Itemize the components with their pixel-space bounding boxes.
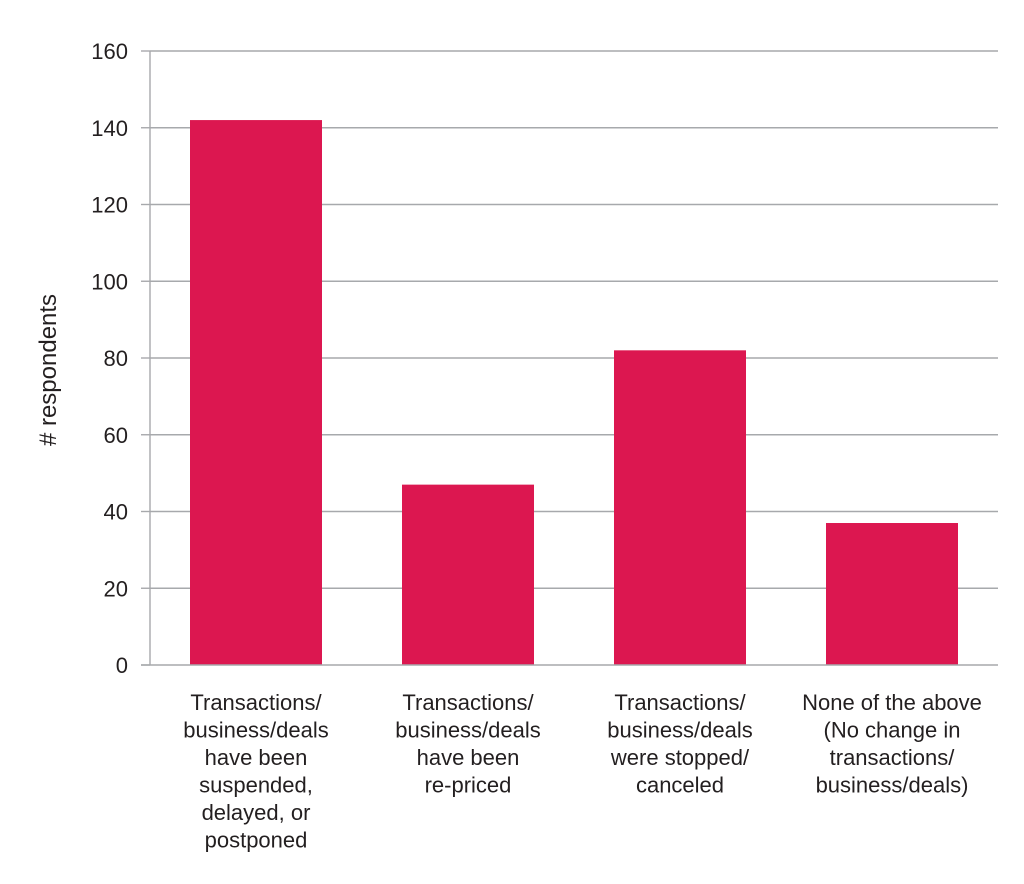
y-tick-label-100: 100 [91, 269, 128, 294]
bar-1 [190, 120, 322, 665]
x-category-label-line: have been [417, 745, 520, 770]
bar-2 [402, 484, 534, 665]
y-tick-label-80: 80 [104, 346, 128, 371]
y-tick-label-60: 60 [104, 423, 128, 448]
x-category-label-line: canceled [636, 773, 724, 798]
x-category-label-2: Transactions/business/deals have been re-p… [395, 690, 541, 798]
axes [141, 50, 998, 666]
x-category-label-line: (No change in [824, 718, 961, 743]
x-category-label-line: Transactions/ [402, 690, 534, 715]
x-category-label-line: suspended, [199, 773, 313, 798]
bar-4 [826, 523, 958, 665]
x-category-label-3: Transactions/business/deals were stopped/… [607, 690, 753, 798]
x-category-label-line: delayed, or [202, 800, 311, 825]
bars [190, 120, 958, 665]
y-tick-label-20: 20 [104, 576, 128, 601]
y-tick-labels: 0 20 40 60 80 100 120 140 160 [91, 39, 128, 678]
y-axis-title: # respondents [35, 294, 62, 446]
x-category-label-line: business/deals) [816, 773, 969, 798]
x-category-label-line: Transactions/ [614, 690, 746, 715]
y-tick-label-40: 40 [104, 500, 128, 525]
x-category-label-line: business/deals [395, 718, 541, 743]
x-category-label-line: re-priced [425, 773, 512, 798]
y-tick-label-140: 140 [91, 116, 128, 141]
x-category-label-line: have been [205, 745, 308, 770]
x-category-label-line: business/deals [183, 718, 329, 743]
x-category-label-line: were stopped/ [610, 745, 750, 770]
x-category-label-line: None of the above [802, 690, 982, 715]
y-tick-label-160: 160 [91, 39, 128, 64]
x-category-label-1: Transactions/business/deals have been susp… [183, 690, 329, 853]
bar-3 [614, 350, 746, 665]
x-category-label-4: None of the above (No change in transactio… [802, 690, 982, 798]
y-tick-label-120: 120 [91, 193, 128, 218]
x-category-label-line: business/deals [607, 718, 753, 743]
x-category-labels: Transactions/business/deals have been susp… [183, 690, 982, 853]
x-category-label-line: Transactions/ [190, 690, 322, 715]
x-category-label-line: transactions/ [830, 745, 956, 770]
x-category-label-line: postponed [205, 828, 308, 853]
y-tick-label-0: 0 [116, 653, 128, 678]
